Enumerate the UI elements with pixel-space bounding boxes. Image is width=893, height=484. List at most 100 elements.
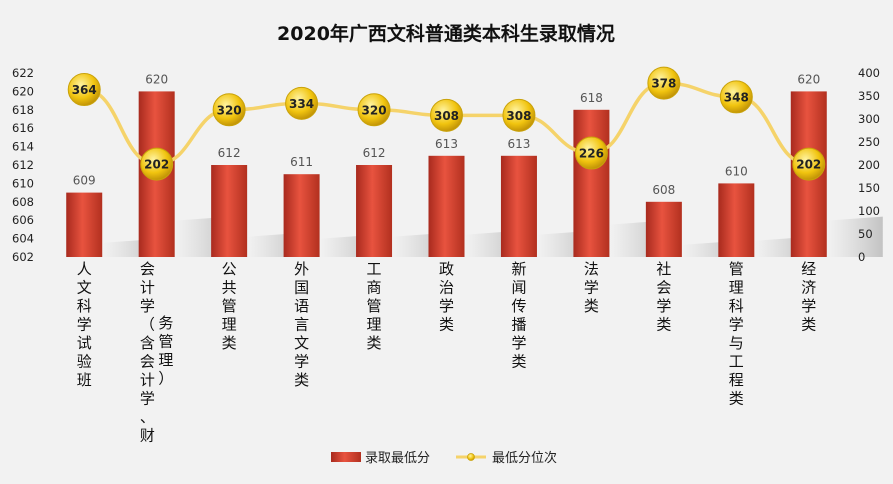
- bar-value-label: 612: [218, 146, 241, 160]
- category-label: 文: [294, 334, 309, 352]
- category-label: 商: [367, 279, 382, 297]
- right-axis-tick: 300: [858, 112, 880, 126]
- rank-marker: [67, 73, 101, 107]
- bar-value-label: 610: [725, 164, 748, 178]
- category-label: 工: [729, 353, 744, 371]
- rank-marker: [574, 136, 608, 170]
- legend: 录取最低分 最低分位次: [331, 450, 557, 466]
- right-axis-tick: 0: [858, 250, 865, 264]
- category-label: 学: [77, 316, 92, 334]
- category-label: 言: [294, 316, 309, 334]
- category-label: 外: [294, 260, 309, 278]
- category-label: 科: [77, 297, 92, 315]
- left-axis-tick: 620: [12, 84, 34, 98]
- category-label: （: [140, 316, 155, 334]
- category-label: 理: [367, 316, 382, 334]
- category-label: ）: [158, 370, 173, 388]
- bar-value-label: 620: [145, 72, 168, 86]
- category-label: 班: [77, 371, 92, 389]
- bar-value-label: 618: [580, 91, 603, 105]
- chart-title: 2020年广西文科普通类本科生录取情况: [277, 22, 615, 45]
- category-label: 政: [439, 260, 454, 278]
- category-label: 财: [140, 427, 155, 445]
- rank-value-label: 334: [289, 97, 314, 111]
- category-label: 学: [801, 297, 816, 315]
- bar: [500, 155, 537, 257]
- category-label: 济: [801, 279, 816, 297]
- rank-value-label: 320: [362, 103, 387, 117]
- category-label: 国: [294, 279, 309, 297]
- bar-value-label: 609: [73, 174, 96, 188]
- rank-value-label: 202: [144, 158, 169, 172]
- category-label: 含: [140, 334, 155, 352]
- category-label: 学: [140, 390, 155, 408]
- category-label: 类: [294, 371, 309, 389]
- legend-swatch-marker: [467, 453, 475, 461]
- rank-marker: [792, 147, 826, 181]
- category-label: 语: [294, 297, 309, 315]
- category-label: 计: [140, 371, 155, 389]
- category-label: 类: [511, 353, 526, 371]
- right-axis-tick: 350: [858, 89, 880, 103]
- category-label: 管: [222, 297, 237, 315]
- category-label: 新: [511, 260, 526, 278]
- bar-value-label: 608: [652, 183, 675, 197]
- rank-value-label: 378: [651, 77, 676, 91]
- category-label: 公: [222, 260, 237, 278]
- right-axis-tick: 250: [858, 135, 880, 149]
- category-label: 学: [511, 334, 526, 352]
- category-label: 学: [584, 279, 599, 297]
- bar-value-label: 613: [435, 137, 458, 151]
- category-label: 会: [656, 279, 671, 297]
- rank-value-label: 226: [579, 147, 604, 161]
- rank-value-label: 320: [217, 103, 242, 117]
- category-label: 法: [584, 260, 599, 278]
- category-label: 管: [729, 260, 744, 278]
- left-axis-tick: 602: [12, 250, 34, 264]
- legend-swatch-bar: [331, 452, 361, 462]
- rank-marker: [140, 147, 174, 181]
- category-label: 管: [367, 297, 382, 315]
- right-axis-tick: 400: [858, 66, 880, 80]
- category-label: 类: [584, 297, 599, 315]
- left-axis-tick: 616: [12, 121, 34, 135]
- category-label: 学: [294, 353, 309, 371]
- rank-value-label: 364: [72, 83, 97, 97]
- right-axis-tick: 100: [858, 204, 880, 218]
- category-label: 闻: [511, 279, 526, 297]
- bar: [211, 165, 248, 257]
- right-axis-tick: 150: [858, 181, 880, 195]
- category-label: 人: [77, 260, 92, 278]
- right-axis-tick: 50: [858, 227, 873, 241]
- left-axis-tick: 612: [12, 158, 34, 172]
- category-label: 学: [140, 297, 155, 315]
- category-label: 科: [729, 297, 744, 315]
- rank-marker: [502, 98, 536, 132]
- left-axis-tick: 608: [12, 195, 34, 209]
- category-label: 理: [222, 316, 237, 334]
- rank-value-label: 348: [724, 90, 749, 104]
- legend-label-bar: 录取最低分: [365, 451, 430, 466]
- left-axis-tick: 610: [12, 176, 34, 190]
- bar-value-label: 612: [363, 146, 386, 160]
- category-label: 文: [77, 279, 92, 297]
- category-label: 学: [439, 297, 454, 315]
- left-axis-tick: 618: [12, 103, 34, 117]
- right-axis-tick: 200: [858, 158, 880, 172]
- category-label: 理: [729, 279, 744, 297]
- category-label: 类: [439, 316, 454, 334]
- category-label: 共: [222, 279, 237, 297]
- category-label: 理: [158, 351, 173, 369]
- bar: [283, 174, 320, 257]
- rank-marker: [285, 86, 319, 120]
- left-axis-tick: 622: [12, 66, 34, 80]
- category-label: 类: [729, 390, 744, 408]
- bar-shadow: [826, 216, 883, 257]
- left-axis-tick: 604: [12, 232, 34, 246]
- category-label: 工: [367, 260, 382, 278]
- legend-label-line: 最低分位次: [492, 450, 557, 466]
- category-label: 学: [729, 316, 744, 334]
- rank-marker: [212, 93, 246, 127]
- category-label: 社: [656, 260, 671, 278]
